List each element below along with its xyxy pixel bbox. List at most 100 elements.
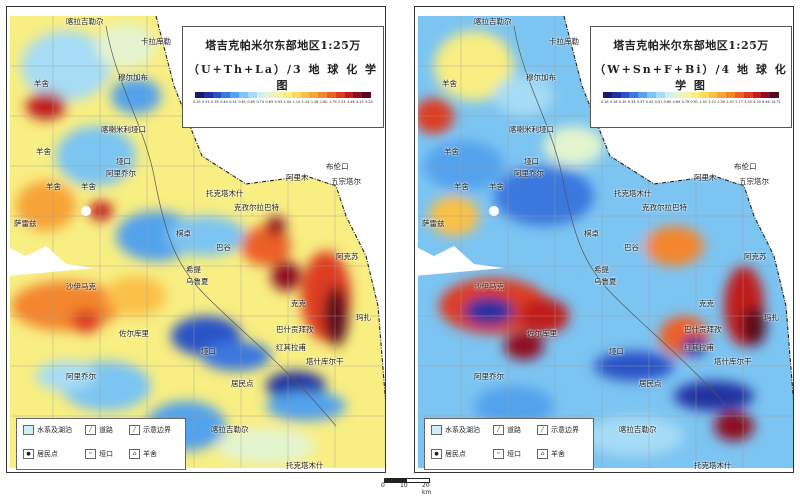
colorbar-ticks: 0.29 0.31 0.39 0.44 0.51 0.61 0.69 0.74 0.83 0.93…	[193, 100, 373, 108]
place-label: 阿里木	[286, 173, 309, 182]
colorbar	[195, 92, 371, 98]
scale-label-20: 20 km	[422, 482, 432, 496]
colorbar-ticks: 0.16 0.26 0.30 0.33 0.37 0.42 0.51 0.60 0.69 0.79…	[601, 100, 781, 108]
road-icon: ╱	[85, 425, 96, 435]
colorbar-swatch	[212, 92, 222, 98]
border-icon: ╱	[129, 425, 140, 435]
place-label: 托克塔木什	[286, 461, 324, 470]
colorbar-tick-label: 1.60	[319, 100, 328, 104]
place-label: 巴谷	[216, 243, 231, 252]
place-label: 五宗塔尔	[331, 177, 361, 186]
place-label: 红其拉甫	[684, 343, 714, 352]
place-label: 巴什贡拜孜	[276, 325, 314, 334]
place-label: 布伦口	[734, 162, 757, 171]
colorbar-swatch	[699, 92, 709, 98]
map-title: 塔吉克帕米尔东部地区1:25万	[205, 39, 361, 52]
colorbar-swatch	[708, 92, 718, 98]
colorbar-swatch	[300, 92, 310, 98]
map-panel-left: 塔吉克帕米尔东部地区1:25万 （U+Th+La）/3 地 球 化 学 图 0.…	[6, 6, 386, 473]
place-label: 希提	[186, 265, 201, 274]
place-label: 垭口	[524, 157, 539, 166]
colorbar-swatch	[734, 92, 744, 98]
place-label: 羊舍	[36, 147, 51, 156]
colorbar-swatch	[770, 92, 779, 98]
place-label: 巴谷	[624, 243, 639, 252]
place-label: 卡拉库勒	[549, 37, 579, 46]
colorbar-tick-label: 0.69	[247, 100, 255, 104]
legend-sheepfold-label: 羊舍	[551, 450, 565, 458]
place-label: 五宗塔尔	[739, 177, 769, 186]
place-label: 羊舍	[454, 182, 469, 191]
legend-border-label: 示意边界	[143, 426, 171, 434]
place-label: 喀喇米利垭口	[509, 125, 554, 134]
colorbar-tick-label: 5.24	[365, 100, 373, 104]
colorbar-tick-label: 1.24	[301, 100, 310, 104]
colorbar-swatch	[646, 92, 656, 98]
colorbar-swatch	[256, 92, 266, 98]
water-icon	[23, 425, 34, 435]
place-label: 垭口	[609, 347, 624, 356]
place-label: 布伦口	[326, 162, 349, 171]
place-label: 乌鲁夏	[186, 277, 209, 286]
legend-road-label: 道路	[507, 426, 521, 434]
place-label: 棋卓	[584, 229, 599, 238]
colorbar-swatch	[682, 92, 691, 98]
place-label: 羊舍	[81, 182, 96, 191]
colorbar-swatch	[335, 92, 345, 98]
colorbar-tick-label: 0.31	[202, 100, 210, 104]
place-label: 萨雷兹	[14, 219, 37, 228]
place-label: 红其拉甫	[276, 343, 306, 352]
place-label: 希提	[594, 265, 609, 274]
place-label: 居民点	[231, 379, 254, 388]
place-label: 阿里木	[694, 173, 717, 182]
colorbar-tick-label: 0.39	[211, 100, 219, 104]
colorbar-tick-label: 1.36	[310, 100, 319, 104]
colorbar-swatch	[664, 92, 674, 98]
place-label: 塔什库尔干	[714, 357, 752, 366]
legend-pass-label: 垭口	[507, 450, 521, 458]
scale-label-0: 0	[381, 482, 385, 489]
legend-settlement-label: 居民点	[445, 450, 466, 458]
blank-area	[6, 246, 96, 276]
colorbar-swatch	[203, 92, 213, 98]
colorbar-tick-label: 0.33	[627, 100, 636, 104]
place-label: 托克塔木什	[614, 189, 652, 198]
place-label: 克克	[291, 299, 306, 308]
place-label: 乌鲁夏	[594, 277, 617, 286]
colorbar-swatch	[353, 92, 363, 98]
colorbar-swatch	[752, 92, 762, 98]
colorbar-swatch	[326, 92, 336, 98]
road-line	[105, 25, 337, 427]
colorbar-swatch	[265, 92, 275, 98]
colorbar-swatch	[726, 92, 735, 98]
colorbar-tick-label: 1.59	[717, 100, 725, 104]
settlement-icon: ●	[23, 449, 34, 459]
colorbar-tick-label: 6.46	[762, 100, 770, 104]
place-label: 阿克苏	[744, 252, 767, 261]
colorbar-swatch	[238, 92, 248, 98]
colorbar-tick-label: 3.33	[744, 100, 752, 104]
place-label: 羊舍	[489, 182, 504, 191]
place-label: 沙伊马克	[474, 282, 504, 291]
sheepfold-icon: ⌂	[537, 449, 548, 459]
legend-water-label: 水系及湖泊	[445, 426, 480, 434]
place-label: 羊舍	[34, 79, 49, 88]
pass-icon: =	[85, 449, 96, 459]
colorbar-swatch	[655, 92, 665, 98]
map-panel-right: 塔吉克帕米尔东部地区1:25万 （W+Sn+F+Bi）/4 地 球 化 学 图 …	[414, 6, 794, 473]
colorbar-swatch	[603, 92, 612, 98]
map-title-box: 塔吉克帕米尔东部地区1:25万 （W+Sn+F+Bi）/4 地 球 化 学 图 …	[590, 26, 792, 128]
colorbar-swatch	[362, 92, 371, 98]
place-label: 羊舍	[46, 182, 61, 191]
colorbar-swatch	[247, 92, 257, 98]
border-icon: ╱	[537, 425, 548, 435]
place-label: 喀拉吉勒尕	[211, 425, 249, 434]
place-label: 阿里乔尔	[514, 169, 544, 178]
colorbar-tick-label: 0.30	[618, 100, 627, 104]
colorbar-tick-label: 0.26	[609, 100, 618, 104]
map-legend: 水系及湖泊 ╱ 道路 ╱ 示意边界 ● 居民点 = 垭口 ⌂ 羊舍	[16, 418, 186, 470]
colorbar-tick-label: 1.02	[699, 100, 708, 104]
colorbar-tick-label: 0.44	[220, 100, 228, 104]
colorbar-tick-label: 0.51	[229, 100, 237, 104]
place-label: 阿里乔尔	[474, 372, 504, 381]
